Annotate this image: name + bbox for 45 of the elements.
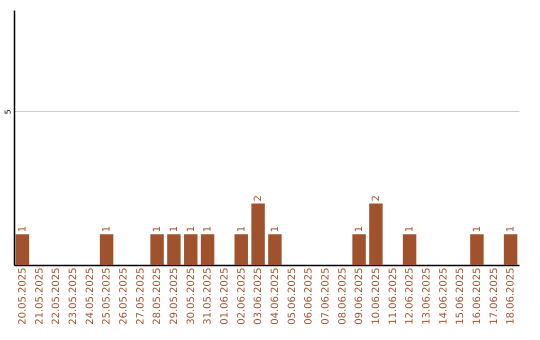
x-tick-label: 03.06.2025 [253, 268, 264, 325]
x-tick-label: 28.05.2025 [152, 268, 164, 325]
x-tick-label: 16.06.2025 [472, 268, 483, 325]
x-tick-label: 08.06.2025 [337, 268, 348, 325]
x-tick-label: 15.06.2025 [455, 268, 466, 325]
data-label: 1 [152, 226, 164, 232]
x-tick-label: 12.06.2025 [404, 268, 416, 325]
x-tick-label: 05.06.2025 [286, 268, 298, 325]
x-tick-label: 04.06.2025 [270, 268, 281, 325]
x-tick-label: 20.05.2025 [17, 268, 28, 325]
x-tick-label: 07.06.2025 [320, 268, 332, 325]
data-label: 1 [270, 226, 281, 232]
data-label: 1 [236, 226, 248, 232]
x-tick-label: 24.05.2025 [84, 268, 96, 325]
x-tick-label: 22.05.2025 [51, 268, 62, 325]
x-tick-label: 11.06.2025 [388, 268, 399, 325]
x-tick-label: 21.05.2025 [34, 268, 46, 325]
x-tick-label: 10.06.2025 [370, 268, 382, 325]
x-tick-label: 09.06.2025 [354, 268, 366, 325]
data-label: 1 [186, 226, 197, 232]
y-tick-label: 5 [4, 109, 12, 114]
x-tick-label: 31.05.2025 [202, 268, 214, 325]
data-label: 1 [506, 226, 517, 232]
data-label: 1 [404, 226, 416, 232]
data-label: 1 [168, 226, 180, 232]
data-label: 2 [370, 195, 382, 202]
data-label: 1 [202, 226, 214, 232]
x-tick-label: 02.06.2025 [236, 268, 248, 325]
x-tick-label: 30.05.2025 [186, 268, 197, 325]
x-tick-label: 27.05.2025 [135, 268, 146, 325]
x-tick-label: 17.06.2025 [488, 268, 500, 325]
x-tick-label: 26.05.2025 [118, 268, 130, 325]
data-label: 1 [102, 226, 113, 232]
x-tick-label: 06.06.2025 [304, 268, 315, 325]
x-tick-label: 25.05.2025 [102, 268, 113, 325]
x-tick-label: 23.05.2025 [68, 268, 79, 325]
x-tick-label: 18.06.2025 [506, 268, 517, 325]
data-label: 1 [472, 226, 483, 232]
x-tick-label: 29.05.2025 [168, 268, 180, 325]
x-tick-label: 01.06.2025 [219, 268, 230, 325]
data-label: 1 [17, 226, 28, 232]
data-label: 2 [253, 195, 264, 202]
x-tick-label: 13.06.2025 [421, 268, 432, 325]
x-tick-label: 14.06.2025 [438, 268, 450, 325]
data-label: 1 [354, 226, 366, 232]
